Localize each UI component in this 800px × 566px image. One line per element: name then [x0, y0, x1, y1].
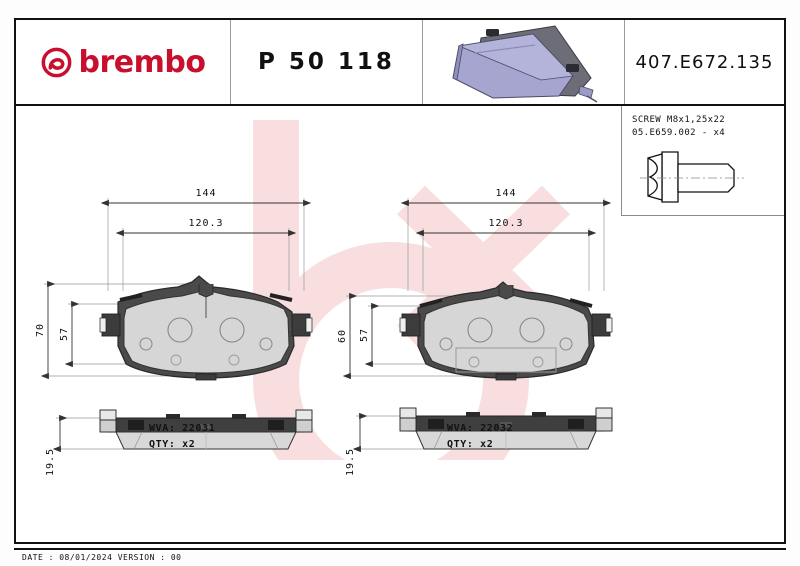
hex-flange-bolt-icon [640, 151, 744, 203]
brembo-logo: brembo [41, 45, 206, 80]
reference-code: 407.E672.135 [635, 51, 774, 73]
dim-left-overall-width: 144 [195, 188, 216, 199]
product-code: P 50 118 [258, 49, 395, 75]
dim-left-overall-height: 70 [35, 323, 46, 337]
screw-spec-line-1: SCREW M8x1,25x22 [632, 115, 726, 125]
dim-left-inner-width: 120.3 [188, 218, 223, 229]
title-block-header: brembo P 50 118 [16, 20, 784, 106]
dim-right-inner-width: 120.3 [488, 218, 523, 229]
screw-info-box: SCREW M8x1,25x22 05.E659.002 - x4 [621, 106, 784, 216]
drawing-frame: brembo P 50 118 [14, 18, 786, 544]
left-pad-qty: QTY: x2 [149, 439, 196, 450]
right-pad-qty: QTY: x2 [447, 439, 494, 450]
right-pad-plan-view: 144 120.3 60 57 [337, 188, 613, 381]
left-pad-wva: WVA: 22031 [149, 423, 216, 434]
screw-spec-line-2: 05.E659.002 - x4 [632, 128, 726, 138]
dim-right-overall-width: 144 [495, 188, 516, 199]
footer-date-version: DATE : 08/01/2024 VERSION : 00 [22, 553, 182, 562]
brake-pad-3d-render-icon [452, 25, 598, 103]
dim-left-thickness: 19.5 [45, 448, 56, 476]
dim-right-overall-height: 60 [337, 329, 348, 343]
footer-divider [14, 548, 786, 550]
dim-right-inner-height: 57 [359, 328, 370, 342]
left-pad-plan-view: 144 120.3 70 57 [35, 188, 313, 381]
brand-logo-cell: brembo [16, 20, 231, 104]
right-pad-wva: WVA: 22032 [447, 423, 514, 434]
right-pad-labels: WVA: 22032 QTY: x2 [447, 421, 513, 453]
dim-right-thickness: 19.5 [345, 448, 356, 476]
dim-left-inner-height: 57 [59, 327, 70, 341]
left-pad-labels: WVA: 22031 QTY: x2 [149, 421, 215, 453]
pad-render-cell [423, 20, 625, 104]
brembo-wordmark: brembo [78, 44, 206, 80]
product-code-cell: P 50 118 [231, 20, 423, 104]
reference-code-cell: 407.E672.135 [625, 20, 784, 104]
brembo-mark-icon [41, 47, 71, 77]
